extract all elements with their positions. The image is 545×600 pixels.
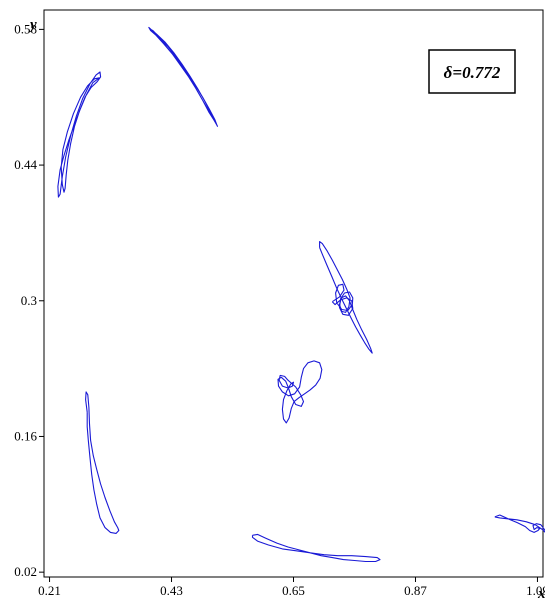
y-axis-label: y	[28, 17, 37, 33]
y-tick-label: 0.02	[14, 564, 37, 579]
attractor-curve-3	[319, 241, 373, 354]
x-tick-label: 0.43	[160, 583, 183, 598]
x-tick-label: 0.65	[282, 583, 305, 598]
x-axis-label: x	[537, 586, 545, 600]
annotation-delta: δ=0.772	[444, 63, 501, 82]
attractor-curve-1	[57, 71, 102, 198]
series-layer	[57, 26, 545, 563]
y-tick-label: 0.44	[14, 157, 37, 172]
attractor-curve-8	[494, 514, 545, 533]
ticks-layer: 0.21 0.43 0.65 0.87 1.09 0.02 0.16 0.3 0.44 0.58	[14, 21, 545, 598]
plot-frame	[43, 9, 544, 578]
y-tick-label: 0.3	[21, 293, 37, 308]
annotation-box	[428, 49, 516, 94]
x-tick-label: 0.87	[404, 583, 427, 598]
attractor-curve-2	[148, 26, 219, 127]
attractor-curve-4	[331, 283, 354, 316]
y-tick-label: 0.58	[14, 21, 37, 36]
y-tick-label: 0.16	[14, 428, 37, 443]
x-tick-label: 1.09	[526, 583, 545, 598]
x-tick-label: 0.21	[38, 583, 61, 598]
attractor-curve-7	[251, 533, 381, 563]
attractor-curve-6	[85, 391, 120, 534]
attractor-curve-5	[277, 360, 323, 424]
